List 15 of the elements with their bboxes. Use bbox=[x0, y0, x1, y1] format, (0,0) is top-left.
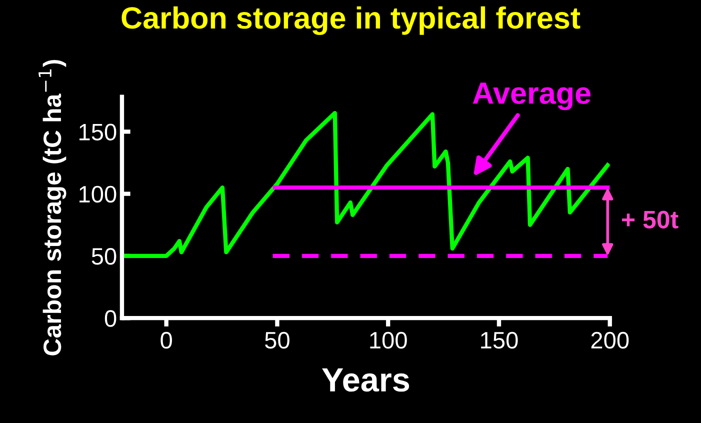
text: + 50t bbox=[622, 210, 678, 228]
y-axis-title: Carbon storage (tC ha$^{−1}$) bbox=[38, 60, 66, 356]
y-tick-label: 50 bbox=[92, 248, 116, 265]
x-tick-label: 0 bbox=[160, 332, 172, 349]
line-series bbox=[122, 110, 610, 258]
annotation: Average bbox=[472, 82, 590, 110]
x-tick-label: 150 bbox=[481, 332, 518, 349]
x-tick-label: 100 bbox=[370, 332, 407, 349]
x-tick-label: 50 bbox=[265, 332, 290, 349]
x-tick-label: 200 bbox=[591, 332, 629, 349]
y-tick-label: 0 bbox=[104, 310, 116, 327]
y-tick-label: 150 bbox=[80, 124, 116, 140]
y-tick-label: 100 bbox=[80, 186, 116, 203]
chart-title: Carbon storage in typical forest bbox=[122, 6, 580, 35]
x-axis-title: Years bbox=[322, 368, 410, 392]
